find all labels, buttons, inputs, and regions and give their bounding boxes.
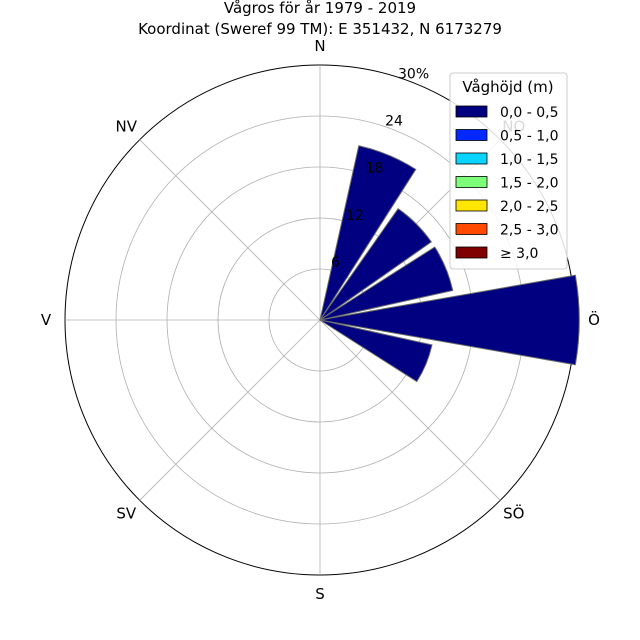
legend-label: 2,0 - 2,5 <box>500 199 558 215</box>
sector-bar <box>319 207 433 321</box>
grid-spoke <box>319 319 501 501</box>
legend-swatch <box>455 152 488 165</box>
radial-tick-label: 12 <box>346 208 364 224</box>
direction-label: V <box>41 311 52 329</box>
legend-swatch <box>455 176 488 188</box>
grid-spoke <box>139 139 321 321</box>
radial-tick-label: 24 <box>385 114 403 130</box>
legend-swatch <box>455 223 488 235</box>
sector-bar <box>319 246 454 321</box>
direction-label: SV <box>116 505 137 523</box>
sector-bars <box>319 145 580 383</box>
legend-label: 1,5 - 2,0 <box>500 176 558 192</box>
radial-tick-label: 30% <box>398 66 429 82</box>
direction-label: Ö <box>588 310 600 329</box>
direction-label: N <box>314 37 325 55</box>
legend-swatch <box>455 246 488 259</box>
sector-bar <box>319 145 417 321</box>
legend-swatch <box>455 105 488 118</box>
legend-label: ≥ 3,0 <box>500 246 538 262</box>
legend-swatch <box>455 129 488 141</box>
grid-spoke <box>139 319 321 501</box>
legend-label: 0,0 - 0,5 <box>500 105 558 121</box>
sector-bar <box>319 274 580 366</box>
sector-bar <box>319 319 433 383</box>
radial-tick-labels: 6 12 18 24 30% <box>331 66 429 270</box>
legend-label: 0,5 - 1,0 <box>500 129 558 145</box>
legend-title: Våghöjd (m) <box>462 78 553 96</box>
legend: Våghöjd (m) 0,0 - 0,5 0,5 - 1,0 1,0 - 1,5 1… <box>449 72 568 270</box>
chart-subtitle: Koordinat (Sweref 99 TM): E 351432, N 61… <box>138 20 502 38</box>
chart-title: Vågros för år 1979 - 2019 <box>224 0 416 17</box>
legend-entries: 0,0 - 0,5 0,5 - 1,0 1,0 - 1,5 1,5 - 2,0 2,0 … <box>455 105 558 262</box>
radial-tick-label: 6 <box>331 255 340 271</box>
direction-label: S <box>315 585 325 603</box>
direction-label: NV <box>116 117 138 135</box>
radial-tick-label: 18 <box>366 161 384 177</box>
direction-label: SÖ <box>503 504 524 523</box>
legend-swatch <box>455 199 488 212</box>
legend-box <box>449 72 568 270</box>
legend-label: 1,0 - 1,5 <box>500 152 558 168</box>
legend-label: 2,5 - 3,0 <box>500 223 558 239</box>
